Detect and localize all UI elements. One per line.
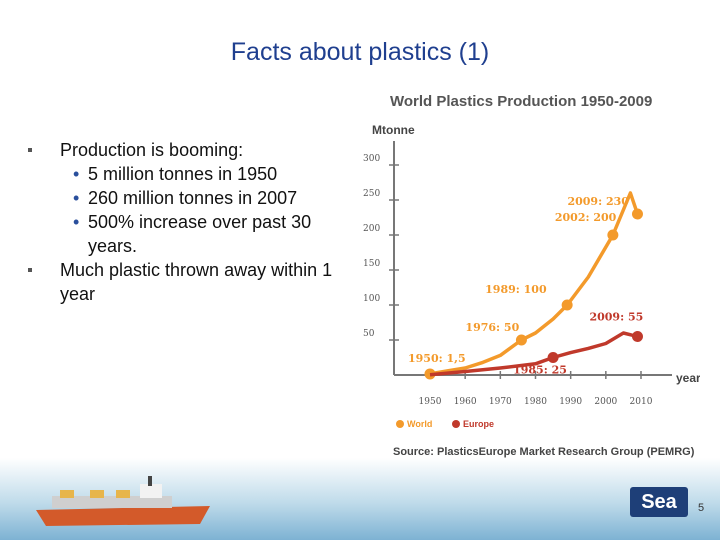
sub-bullet-2007: • 260 million tonnes in 2007: [28, 186, 348, 210]
series-line-europe: [429, 331, 638, 377]
data-label: 1976: 50: [465, 321, 519, 334]
bullet-text: Production is booming:: [60, 140, 244, 160]
y-tick-label: 200: [363, 224, 380, 234]
data-point: [631, 331, 643, 342]
plastics-production-chart: World Plastics Production 1950-2009 Mton…: [363, 93, 700, 458]
data-point: [631, 208, 643, 220]
x-tick-label: 1960: [454, 397, 477, 407]
bullet-marker: [28, 148, 32, 152]
y-tick-label: 50: [363, 329, 375, 339]
x-axis-label: year: [676, 371, 700, 385]
bullet-item-thrown-away: Much plastic thrown away within 1 year: [28, 258, 348, 306]
bullet-list: Production is booming: • 5 million tonne…: [28, 138, 348, 306]
data-point: [515, 334, 527, 346]
chart-title: World Plastics Production 1950-2009: [390, 93, 652, 110]
data-point: [607, 229, 619, 241]
y-tick-label: 100: [363, 294, 380, 304]
y-tick-label: 300: [363, 154, 380, 164]
bullet-text: Much plastic thrown away within 1 year: [60, 260, 333, 304]
data-label: 2002: 200: [555, 211, 617, 224]
data-label: 1985: 25: [513, 364, 567, 377]
sub-bullet-text: 260 million tonnes in 2007: [88, 188, 298, 208]
bullet-marker: [28, 268, 32, 272]
y-axis-label: Mtonne: [372, 123, 415, 137]
data-point: [547, 352, 559, 363]
legend-label-europe: Europe: [463, 419, 494, 429]
y-tick-label: 250: [363, 189, 380, 199]
sub-bullet-marker: •: [73, 164, 80, 184]
bullet-item-production: Production is booming:: [28, 138, 348, 162]
chart-source: Source: PlasticsEurope Market Research G…: [393, 446, 695, 458]
legend-label-world: World: [407, 419, 432, 429]
x-tick-label: 1990: [559, 397, 582, 407]
slide-title: Facts about plastics (1): [230, 38, 490, 66]
legend-marker-europe: [452, 420, 460, 428]
sub-bullet-marker: •: [73, 188, 80, 208]
sub-bullet-increase: • 500% increase over past 30 years.: [28, 210, 348, 258]
sub-bullet-marker: •: [73, 212, 80, 232]
data-label: 1950: 1,5: [408, 352, 466, 365]
sub-bullet-1950: • 5 million tonnes in 1950: [28, 162, 348, 186]
legend-marker-world: [396, 420, 404, 428]
data-point: [561, 299, 573, 311]
x-tick-label: 1980: [524, 397, 547, 407]
footer-ocean-banner: [0, 458, 720, 540]
x-tick-label: 2000: [594, 397, 617, 407]
data-label: 2009: 55: [589, 311, 643, 324]
page-number: 5: [698, 502, 705, 514]
sub-bullet-text: 5 million tonnes in 1950: [88, 164, 278, 184]
y-tick-label: 150: [363, 259, 380, 269]
ship-illustration: [36, 476, 210, 526]
sea-logo: Sea: [630, 487, 688, 517]
data-label: 1989: 100: [485, 283, 547, 296]
x-tick-label: 1950: [419, 397, 442, 407]
x-tick-label: 1970: [489, 397, 512, 407]
x-tick-label: 2010: [630, 397, 653, 407]
sub-bullet-text: 500% increase over past 30 years.: [88, 212, 312, 256]
logo-text: Sea: [641, 491, 677, 513]
data-label: 2009: 230: [567, 195, 629, 208]
